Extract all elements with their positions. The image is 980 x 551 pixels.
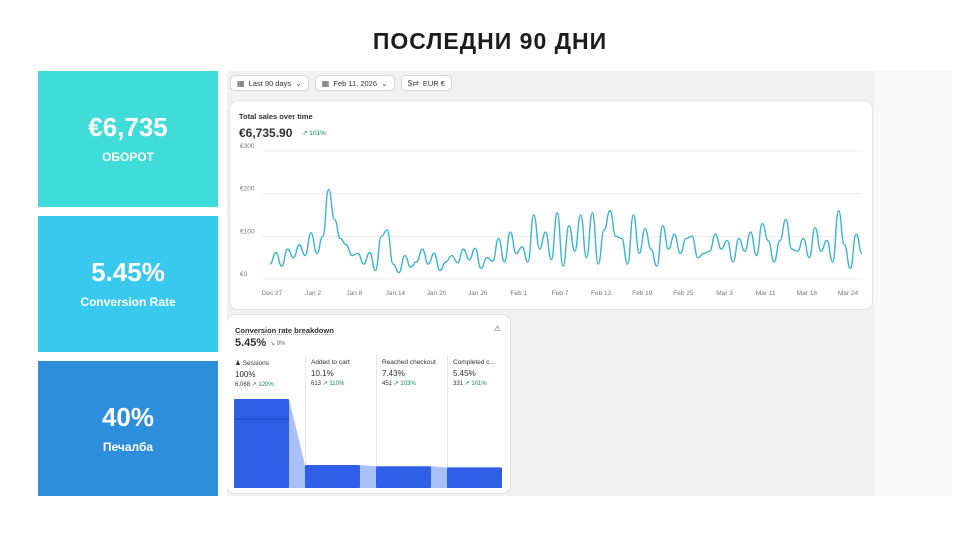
currency-button[interactable]: $⇄ EUR € [400,75,452,91]
divider [376,355,377,489]
x-tick-label: Feb 13 [591,290,612,297]
calendar-icon: ▦ [237,78,245,88]
funnel-stage-cart: Added to cart 10.1% 613 ↗ 110% [311,359,381,387]
x-tick-label: Mar 11 [756,290,776,297]
funnel-dropoff [289,399,305,488]
stage-count: 613 ↗ 110% [311,381,345,387]
conversion-card: Conversion rate breakdown ⚠ 5.45% ↘ 9% ♟… [227,315,510,493]
stage-name: Completed c... [453,359,495,366]
page-title: ПОСЛЕДНИ 90 ДНИ [372,28,608,54]
kpi-label: Печалба [102,439,154,454]
sales-total: €6,735.90 [239,126,293,140]
stage-count: 331 ↗ 101% [453,381,487,387]
x-tick-label: Jan 8 [346,290,362,297]
x-tick-label: Jan 14 [386,290,406,297]
sales-chart-title: Total sales over time [239,112,313,121]
stage-percent: 100% [235,370,256,379]
stage-percent: 5.45% [453,369,476,378]
kpi-card-profit: 40% Печалба [38,361,218,496]
kpi-value: €6,735 [88,112,168,142]
funnel-stage-completed: Completed c... 5.45% 331 ↗ 101% [453,359,505,387]
y-tick-label: €100 [240,228,255,235]
analytics-screenshot: ▦ Last 90 days ⌄ ▦ Feb 11, 2026 ⌄ $⇄ EUR… [227,71,952,496]
date-range-button[interactable]: ▦ Last 90 days ⌄ [230,75,309,91]
chevron-down-icon: ⌄ [295,78,302,88]
kpi-value: 40% [101,401,155,432]
compare-date-label: Feb 11, 2026 [333,78,378,88]
kpi-label: Conversion Rate [80,295,176,309]
x-tick-label: Mar 24 [838,290,859,297]
x-tick-label: Dec 27 [262,290,283,297]
warning-icon[interactable]: ⚠ [493,324,501,333]
funnel-stage-checkout: Reached checkout 7.43% 451 ↗ 103% [382,359,452,387]
sales-chart-card: Total sales over time €6,735.90 ↗ 101% €… [230,101,872,309]
compare-date-button[interactable]: ▦ Feb 11, 2026 ⌄ [314,75,395,91]
x-tick-label: Feb 1 [511,290,528,297]
x-tick-label: Mar 18 [797,290,818,297]
funnel-bar [305,464,360,488]
sales-line-chart: €0 €100 €200 €300 Dec 27 Jan 2 Jan 8 Jan 14 Jan … [240,143,863,297]
x-tick-label: Feb 25 [673,290,694,297]
stage-name: Added to cart [311,359,350,366]
person-icon: ♟ [235,360,243,367]
date-range-label: Last 90 days [248,78,292,88]
funnel-stage-sessions: ♟ Sessions 100% 6,068 ↗ 120% [235,359,305,388]
kpi-value: 5.45% [91,257,165,287]
funnel-bar [376,466,431,488]
sales-series-line [269,188,863,274]
funnel-dropoff [431,466,447,488]
y-tick-label: €300 [240,143,255,150]
funnel-bar [447,467,502,488]
x-tick-label: Jan 20 [427,290,447,297]
stage-name: Reached checkout [382,359,436,366]
stage-name: ♟ Sessions [235,360,270,367]
funnel-bar [234,399,289,488]
conversion-title[interactable]: Conversion rate breakdown [235,326,334,335]
currency-icon: $⇄ [407,78,419,88]
y-tick-label: €0 [240,271,248,278]
y-tick-label: €200 [240,186,255,193]
divider [305,355,306,489]
calendar-icon: ▦ [321,78,330,88]
sales-delta: ↗ 101% [302,130,326,137]
conversion-rate: 5.45% [235,337,267,349]
funnel-dropoff [360,464,376,488]
stage-count: 451 ↗ 103% [382,381,416,387]
divider [447,355,448,489]
chevron-down-icon: ⌄ [381,78,388,88]
x-tick-label: Feb 19 [632,290,653,297]
x-tick-label: Jan 26 [468,290,488,297]
x-tick-label: Jan 2 [305,290,321,297]
kpi-card-conversion: 5.45% Conversion Rate [38,216,218,352]
x-tick-label: Feb 7 [552,290,569,297]
x-tick-label: Mar 3 [716,290,733,297]
empty-panel [874,71,952,496]
stage-percent: 7.43% [382,369,405,378]
filter-bar: ▦ Last 90 days ⌄ ▦ Feb 11, 2026 ⌄ $⇄ EUR… [230,75,452,91]
funnel-chart [234,399,502,488]
kpi-card-revenue: €6,735 ОБОРОТ [38,71,218,207]
kpi-label: ОБОРОТ [102,150,154,164]
stage-count: 6,068 ↗ 120% [235,382,274,388]
currency-label: EUR € [422,78,445,88]
stage-percent: 10.1% [311,369,334,378]
conversion-delta: ↘ 9% [270,341,286,347]
